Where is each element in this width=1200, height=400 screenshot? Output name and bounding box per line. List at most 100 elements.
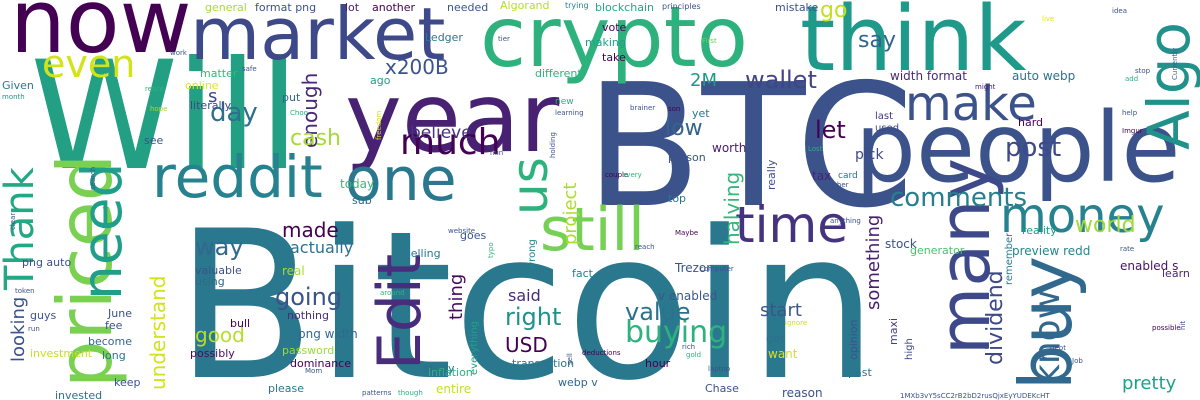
word: brainer [630,104,656,112]
word: value [625,298,691,326]
word: know [1027,289,1068,385]
word: gold [686,351,702,359]
word: 1MXb3vY5sCC2rB2bD2rusQjxEyYUDEKcHT [900,392,1050,400]
word: hard [1018,116,1044,129]
word: rich [682,343,696,351]
word: wallet [745,66,817,94]
word: hour [645,357,671,370]
word: learn [1162,267,1190,280]
word: different [535,67,582,80]
word: generator [910,244,965,257]
word: project [560,182,581,245]
word: x200B [385,55,449,79]
word: hit [1179,320,1187,330]
word: seen [864,143,872,160]
word: want [768,347,798,361]
word: lot [345,1,360,14]
word: worth [712,141,747,155]
word: bull [230,317,251,330]
word: card [838,171,858,181]
word: say [858,28,896,53]
word: idea [1112,7,1127,15]
word: investment [30,347,93,360]
word: help [1122,109,1138,117]
word: year [345,62,560,174]
word: First [702,37,717,45]
word: got [766,332,785,345]
word: blockchain [595,1,654,14]
word: understand [146,275,170,390]
word: though [398,389,423,397]
word: width format [890,69,967,83]
word: Currently [1171,47,1179,80]
word: remember [1004,232,1015,285]
word: guys [30,309,57,322]
word: learning [555,109,584,117]
word: Will [30,30,301,204]
word: might [975,83,996,91]
word: start [760,300,802,321]
word: good [195,323,245,347]
word: invested [55,389,103,400]
word: one [345,145,457,215]
word: past [848,366,872,379]
word: work [170,49,187,57]
word: freedom [375,110,383,140]
word: webp v [558,376,598,389]
word: Algo [1135,21,1200,150]
word: new [555,97,574,107]
word: take [602,51,626,64]
word: goes [460,229,487,242]
word: buying [625,315,728,350]
word: search [89,166,97,190]
word: Imgur [1122,127,1143,135]
word: see [144,134,164,147]
word: something [863,214,884,310]
word: run [28,325,40,333]
word: let [815,116,846,144]
word: really [765,159,778,190]
word: actually [290,238,354,257]
word: high [904,338,915,360]
word: reach [635,243,655,251]
word: dominance [290,357,351,370]
word: comments [890,183,1028,213]
word: using [195,275,225,288]
word: 2M [690,70,717,91]
word: retire [145,85,164,93]
word: us [501,157,559,215]
word: valuable [195,264,242,277]
word: keep [114,376,141,389]
word: tax [812,169,832,183]
word: month [2,93,25,101]
word: still [540,195,645,265]
word: low [665,116,703,141]
word: png auto [22,256,72,269]
word: top [668,192,687,205]
word: put [282,91,301,104]
word: stock [885,237,917,251]
word: clear [9,212,17,230]
word: become [88,335,133,348]
word: token [15,287,35,295]
word: s [208,86,218,107]
word: time [735,196,848,254]
word: trying [565,1,589,10]
word: transaction [512,357,575,370]
word: fee [105,319,123,332]
word: making [585,36,626,49]
word: password [282,344,335,357]
word: Algorand [500,0,550,12]
word: maxi [887,317,900,345]
word: today [340,177,375,191]
word: Bitcoin [175,188,878,400]
word: Ledger [425,31,463,44]
word: inflation [428,366,473,379]
word: selling [405,247,441,260]
word: preview redd [1012,244,1091,258]
word: format png [255,1,317,14]
word: fact [572,267,593,280]
word: every [622,171,642,179]
word: enabled s [1120,259,1179,273]
word: make [905,76,1037,132]
